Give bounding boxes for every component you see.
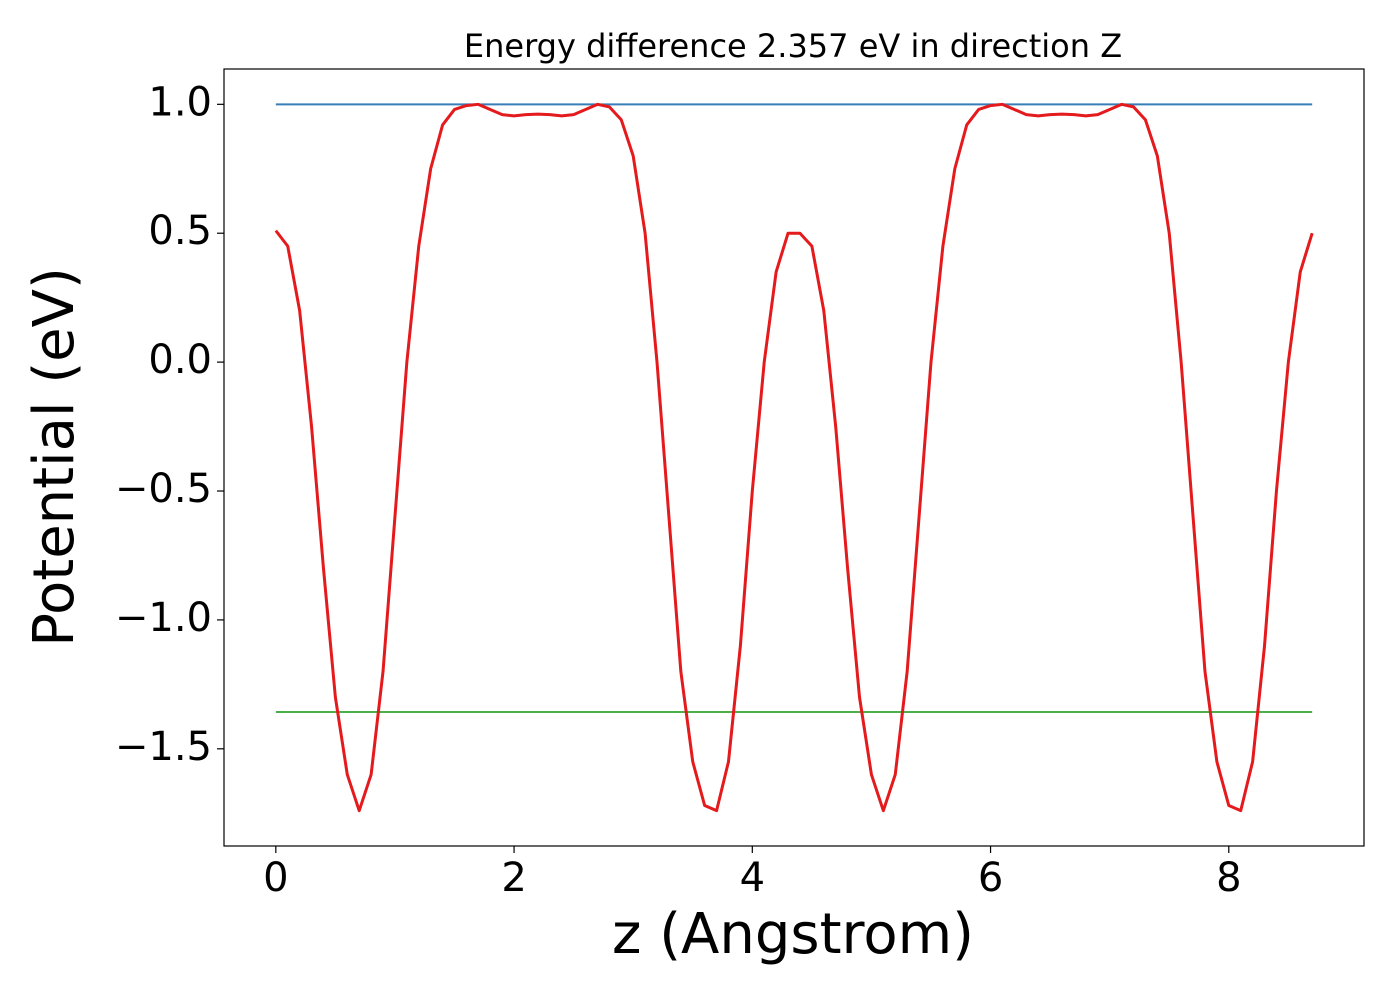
chart-title: Energy difference 2.357 eV in direction … — [464, 27, 1122, 65]
y-axis-label: Potential (eV) — [22, 267, 87, 647]
x-axis-label: z (Angstrom) — [612, 902, 974, 967]
data-line — [274, 102, 1314, 813]
x-tick-label: 0 — [263, 855, 288, 901]
plot-frame — [223, 68, 1365, 847]
y-tick-label: 1.0 — [148, 79, 212, 125]
x-tick-label: 4 — [740, 855, 765, 901]
y-tick-label: −0.5 — [115, 466, 212, 512]
y-tick-label: −1.0 — [115, 595, 212, 641]
y-tick-label: 0.5 — [148, 208, 212, 254]
x-tick-label: 6 — [978, 855, 1003, 901]
y-tick-label: −1.5 — [115, 724, 212, 770]
x-tick-label: 8 — [1216, 855, 1241, 901]
x-tick-label: 2 — [501, 855, 526, 901]
y-tick-label: 0.0 — [148, 337, 212, 383]
